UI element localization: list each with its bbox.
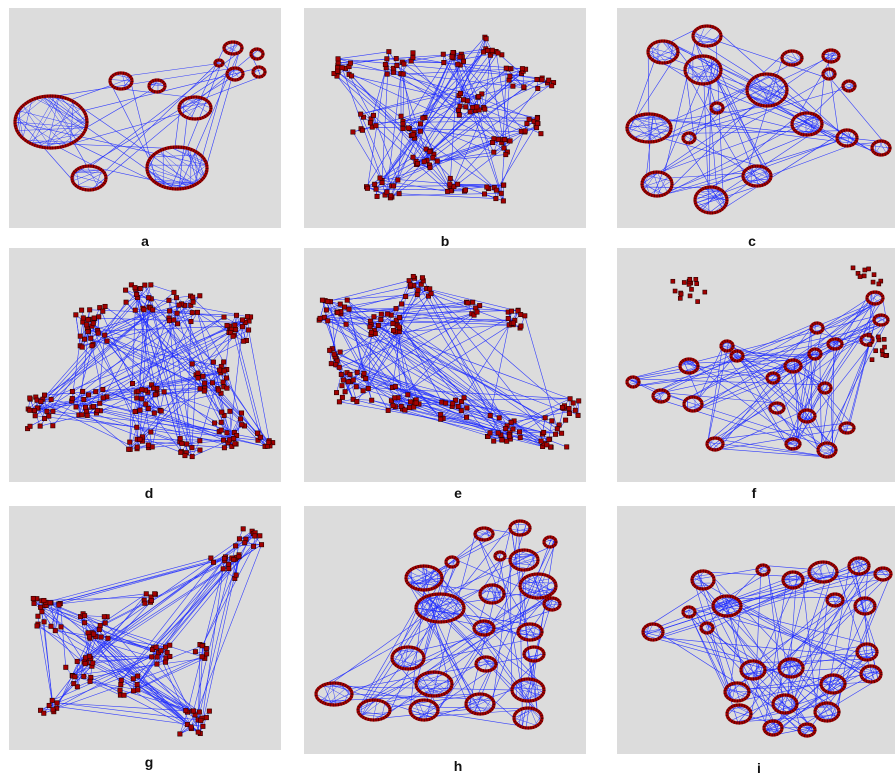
graph-a-svg [13,40,267,192]
graph-panel-f [617,248,895,482]
graph-edges [626,25,891,214]
graph-g-svg [30,526,265,737]
panel-label-b: b [440,233,450,249]
graph-nodes [331,34,557,204]
graph-panel-a [9,8,281,228]
graph-edges [33,528,262,735]
panel-label-g: g [144,754,154,770]
panel-label-d: d [144,485,154,501]
graph-panel-h [304,506,586,754]
graph-panel-c [617,8,895,228]
graph-edges [14,41,266,191]
graph-nodes [30,526,265,737]
panel-label-h: h [453,758,463,774]
graph-d-svg [25,282,276,460]
graph-nodes [316,273,582,450]
graph-b-svg [331,34,557,204]
graph-f-svg [625,265,890,459]
graph-nodes [625,24,892,215]
graph-panel-d [9,248,281,482]
panel-label-c: c [748,233,756,249]
graph-nodes [641,556,893,738]
graph-i-svg [641,556,893,738]
graph-nodes [625,265,890,459]
graph-nodes [25,282,276,460]
graph-nodes [13,40,267,192]
graph-edges [319,276,579,448]
graph-panel-i [617,506,895,754]
graph-c-svg [625,24,892,215]
panel-label-f: f [751,485,757,501]
graph-nodes [314,519,562,730]
graph-panel-e [304,248,586,482]
panel-label-e: e [454,485,462,501]
graph-panel-g [9,506,281,750]
graph-edges [642,558,892,737]
graph-e-svg [316,273,582,450]
graph-h-svg [314,519,562,730]
graph-edges [627,291,889,458]
graph-panel-b [304,8,586,228]
panel-label-i: i [757,760,761,776]
panel-label-a: a [141,233,149,249]
